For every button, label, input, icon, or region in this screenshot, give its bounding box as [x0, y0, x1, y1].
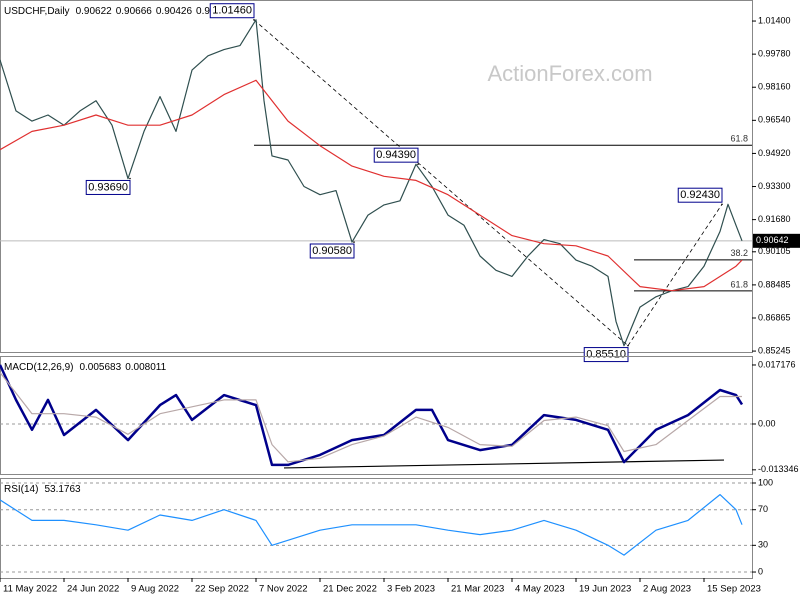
y-tick-label: 1.01400 [758, 15, 791, 25]
y-tick-label: 30 [758, 540, 768, 550]
y-tick-label: 0.96540 [758, 115, 791, 125]
y-tick-label: 0.86865 [758, 312, 791, 322]
annotation-label: 1.01460 [212, 5, 252, 17]
series-line [0, 494, 743, 556]
annotation-label: 0.90580 [312, 245, 352, 257]
trendline [283, 459, 725, 469]
y-tick-label: 0.91680 [758, 214, 791, 224]
x-tick-label: 21 Dec 2022 [323, 584, 377, 595]
annotation-box [209, 3, 255, 19]
x-tick-label: 11 May 2022 [3, 584, 57, 595]
annotation-label: 0.94390 [376, 149, 416, 161]
y-tick-label: 70 [758, 504, 768, 514]
annotation-label: 0.93690 [88, 181, 128, 193]
pane-frame [0, 478, 753, 579]
y-tick-label: 0.90105 [758, 246, 791, 256]
annotation-box [583, 347, 629, 363]
y-tick-label: 0.98160 [758, 82, 791, 92]
pane-frame [0, 356, 753, 475]
y-tick-label: 0.00 [758, 418, 776, 428]
y-tick-label: 0.93300 [758, 181, 791, 191]
annotation-box [309, 243, 355, 259]
readout-value: 0.90426 [156, 6, 193, 17]
y-tick-label: 0.99780 [758, 49, 791, 59]
title-text: MACD(12,26,9) [4, 362, 73, 373]
annotation-box [373, 147, 419, 163]
readout-value: 0.005683 [79, 362, 121, 373]
readout-value: 53.1763 [44, 484, 81, 495]
fib-level-label: 38.2 [730, 248, 748, 258]
x-tick-label: 22 Sep 2022 [195, 584, 249, 595]
trendline [253, 19, 629, 346]
annotation-box [677, 187, 723, 203]
current-price-label: 0.90642 [756, 235, 789, 245]
x-tick-label: 24 Jun 2022 [67, 584, 119, 595]
annotation-label: 0.85510 [586, 349, 626, 361]
x-tick-label: 7 Nov 2022 [259, 584, 308, 595]
x-tick-label: 9 Aug 2022 [131, 584, 179, 595]
x-tick-label: 3 Feb 2023 [387, 584, 435, 595]
annotation-point [353, 241, 355, 243]
y-tick-label: 0.88485 [758, 279, 791, 289]
readout-value: 0.90622 [76, 6, 113, 17]
y-tick-label: 0.85245 [758, 345, 791, 355]
series-line [0, 364, 744, 467]
annotation-point [253, 19, 255, 21]
y-tick-label: -0.013346 [758, 464, 799, 474]
watermark: ActionForex.com [487, 61, 652, 86]
readout-value: 0.90666 [116, 6, 153, 17]
y-tick-label: 100 [758, 477, 773, 487]
title-text: RSI(14) [4, 484, 38, 495]
series-line [0, 79, 743, 292]
title-text: USDCHF,Daily [4, 6, 70, 17]
series-line [0, 19, 743, 347]
annotation-point [417, 163, 419, 166]
trendline [627, 204, 723, 346]
readout-value: 0.008011 [125, 362, 166, 373]
current-price-tag [753, 233, 800, 248]
series-line [0, 372, 742, 463]
y-tick-label: 0 [758, 566, 763, 576]
y-tick-label: 0.017176 [758, 359, 796, 369]
x-tick-label: 2 Aug 2023 [643, 584, 691, 595]
annotation-box [85, 179, 131, 195]
annotation-point [721, 203, 723, 206]
pane-title: MACD(12,26,9) 0.005683 0.008011 [4, 362, 167, 373]
pane-frame [0, 0, 753, 353]
fib-level-label: 61.8 [730, 134, 748, 144]
pane-title: RSI(14) 53.1763 [4, 484, 81, 495]
fib-level-label: 61.8 [730, 279, 748, 289]
y-tick-label: 0.94920 [758, 148, 791, 158]
x-tick-label: 15 Sep 2023 [707, 584, 761, 595]
x-tick-label: 19 Jun 2023 [579, 584, 631, 595]
annotation-point [627, 344, 629, 347]
annotation-point [129, 177, 131, 180]
x-tick-label: 4 May 2023 [515, 584, 565, 595]
x-tick-label: 21 Mar 2023 [451, 584, 504, 595]
annotation-label: 0.92430 [680, 189, 720, 201]
